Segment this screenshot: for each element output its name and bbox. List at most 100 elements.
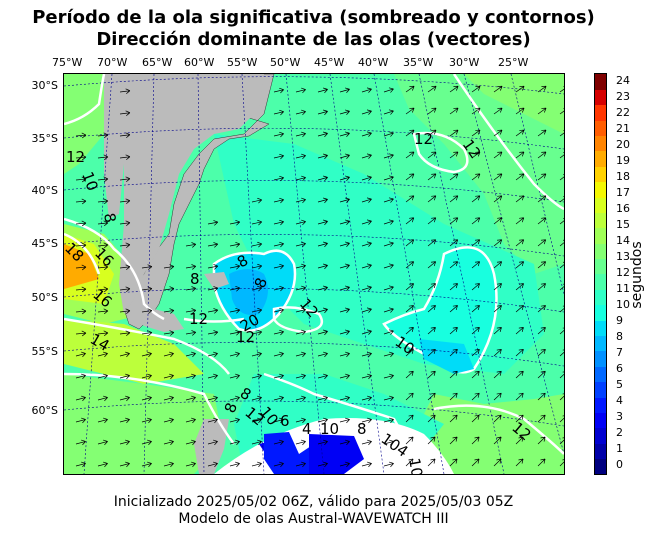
- wave-vector: [471, 283, 480, 291]
- field-16s-sw: [64, 319, 204, 384]
- wave-vector: [295, 175, 306, 182]
- wave-vector: [471, 107, 481, 115]
- wave-vector: [141, 373, 152, 380]
- colorbar: [594, 73, 607, 475]
- wave-vector: [251, 395, 262, 402]
- colorbar-tick-label: 1: [616, 442, 623, 455]
- wave-vector: [537, 305, 546, 313]
- wave-vector: [75, 439, 86, 446]
- wave-vector: [119, 417, 130, 424]
- wave-vector: [493, 283, 502, 291]
- wave-vector: [119, 88, 131, 94]
- wave-vector: [559, 151, 564, 159]
- wave-vector: [405, 436, 414, 445]
- wave-vector: [471, 348, 480, 357]
- lon-tick-70w: 70°W: [97, 56, 128, 69]
- wave-vector: [317, 285, 328, 292]
- colorbar-swatch: [595, 227, 606, 244]
- lat-tick-55s: 55°S: [31, 345, 58, 358]
- wave-vector: [273, 153, 284, 160]
- wave-vector: [295, 87, 306, 94]
- wave-vector: [251, 351, 262, 358]
- wave-vector: [405, 392, 414, 401]
- colorbar-tick-label: 19: [616, 154, 630, 167]
- wave-vector: [185, 308, 197, 314]
- wave-vector: [273, 219, 284, 226]
- wave-vector: [515, 348, 524, 357]
- wave-vector: [97, 264, 109, 271]
- wave-vector: [383, 131, 394, 137]
- wave-vector: [339, 307, 350, 313]
- colorbar-tick-label: 6: [616, 362, 623, 375]
- wave-vector: [493, 305, 502, 313]
- colorbar-tick-label: 14: [616, 234, 630, 247]
- wave-vector: [339, 197, 350, 203]
- wave-vector: [361, 307, 372, 313]
- wave-vector: [273, 461, 284, 468]
- wave-vector: [383, 219, 394, 225]
- wave-vector: [493, 151, 503, 159]
- wave-vector: [515, 85, 525, 93]
- wave-vector: [537, 414, 546, 423]
- field-3s-ice-3: [309, 434, 364, 474]
- wave-vector: [449, 348, 458, 357]
- wave-vector: [405, 414, 414, 423]
- wave-vector: [427, 217, 437, 225]
- wave-vector: [559, 392, 564, 401]
- wave-vector: [163, 308, 175, 314]
- wave-vector: [383, 153, 394, 159]
- wave-vector: [163, 373, 174, 380]
- wave-vector: [339, 439, 350, 446]
- wave-vector: [493, 239, 503, 247]
- wave-vector: [185, 351, 196, 358]
- land-andes-west-coast: [104, 74, 124, 219]
- wave-vector: [559, 458, 564, 467]
- field-19s-west: [64, 244, 99, 289]
- colorbar-swatch: [595, 397, 606, 413]
- wave-vector: [449, 283, 458, 291]
- contour-10-south: [263, 372, 416, 474]
- wave-vector: [559, 414, 564, 423]
- wave-vector: [185, 439, 196, 446]
- wave-vector: [317, 153, 328, 160]
- wave-vector: [537, 195, 547, 203]
- wave-vector: [471, 151, 481, 159]
- wave-vector: [207, 242, 219, 248]
- wave-vector: [97, 220, 109, 227]
- wave-vector: [185, 242, 197, 248]
- wave-vector: [295, 439, 306, 446]
- wave-vector: [75, 220, 87, 227]
- wave-vector: [185, 286, 197, 292]
- colorbar-swatch: [595, 289, 606, 306]
- wave-vector: [449, 107, 459, 115]
- colorbar-tick-label: 8: [616, 330, 623, 343]
- wave-vector: [273, 285, 284, 292]
- colorbar-tick-label: 13: [616, 250, 630, 263]
- wave-vector: [339, 351, 350, 358]
- wave-vector: [515, 129, 525, 137]
- wave-vector: [295, 219, 306, 226]
- wave-vector: [427, 436, 436, 445]
- contour-label: 12: [414, 130, 433, 148]
- wave-vector: [75, 264, 87, 271]
- contour-lines: [64, 74, 564, 474]
- wave-vector: [493, 370, 502, 379]
- wave-vector: [537, 173, 547, 181]
- wave-vector: [339, 395, 350, 402]
- wave-vector: [383, 109, 394, 115]
- lon-tick-25w: 25°W: [498, 56, 529, 69]
- wave-vector: [295, 307, 306, 314]
- wave-vector: [559, 283, 564, 291]
- wave-vector: [75, 373, 86, 380]
- wave-vector: [185, 373, 196, 380]
- field-14s-ne: [464, 74, 564, 134]
- wave-vector: [361, 461, 372, 468]
- colorbar-swatch: [595, 212, 606, 229]
- wave-vector: [515, 195, 525, 203]
- wave-vector: [471, 414, 480, 423]
- wave-vector: [515, 305, 524, 313]
- wave-vector: [273, 395, 284, 402]
- wave-vector: [383, 263, 394, 269]
- lon-tick-30w: 30°W: [449, 56, 480, 69]
- wave-vector: [251, 373, 262, 380]
